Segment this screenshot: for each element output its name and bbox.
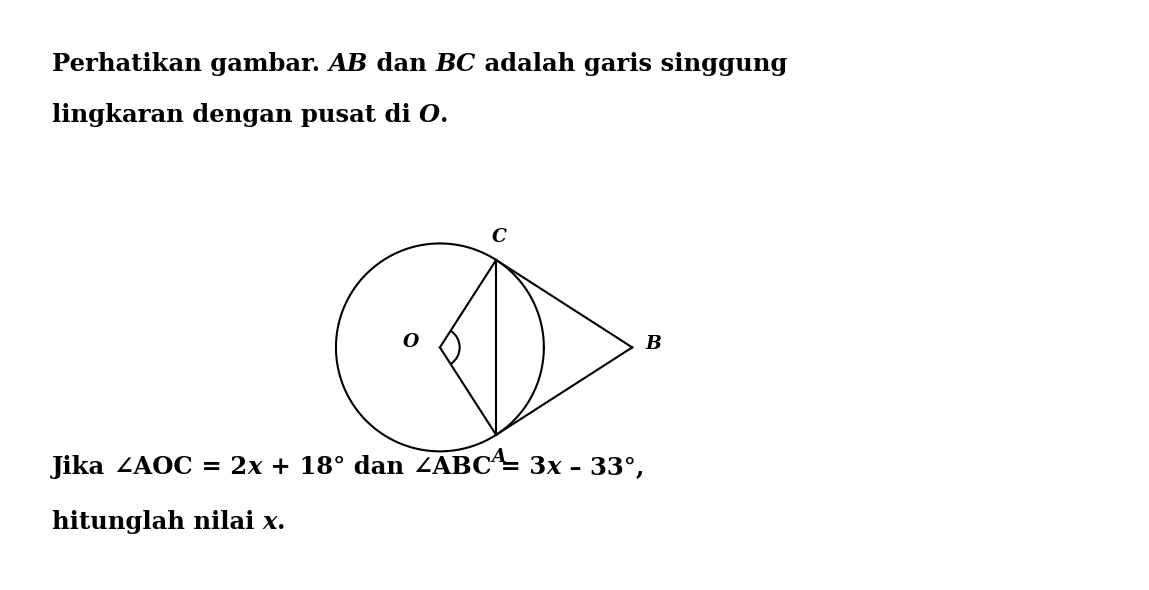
Text: + 18° dan: + 18° dan [262, 455, 412, 479]
Text: .: . [440, 103, 449, 127]
Text: ∠AOC: ∠AOC [114, 455, 193, 479]
Text: adalah garis singgung: adalah garis singgung [476, 52, 787, 76]
Text: lingkaran dengan pusat di: lingkaran dengan pusat di [52, 103, 419, 127]
Text: ∠ABC: ∠ABC [412, 455, 492, 479]
Text: .: . [277, 510, 286, 534]
Text: A: A [492, 448, 507, 466]
Text: hitunglah nilai: hitunglah nilai [52, 510, 263, 534]
Text: x: x [263, 510, 277, 534]
Text: = 2: = 2 [193, 455, 247, 479]
Text: Jika: Jika [52, 455, 114, 479]
Text: Perhatikan gambar.: Perhatikan gambar. [52, 52, 329, 76]
Text: C: C [492, 228, 507, 247]
Text: dan: dan [368, 52, 435, 76]
Text: AB: AB [329, 52, 368, 76]
Text: x: x [546, 455, 561, 479]
Text: O: O [402, 333, 419, 351]
Text: O: O [419, 103, 440, 127]
Text: B: B [646, 335, 662, 353]
Text: x: x [247, 455, 262, 479]
Text: – 33°,: – 33°, [561, 455, 643, 479]
Text: = 3: = 3 [492, 455, 546, 479]
Text: BC: BC [435, 52, 476, 76]
